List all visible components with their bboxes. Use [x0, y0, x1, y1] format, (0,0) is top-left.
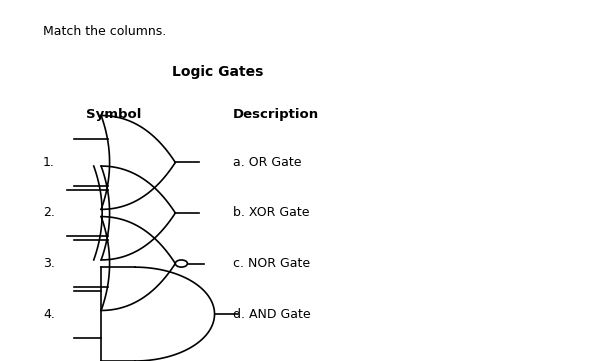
Text: 3.: 3. — [43, 257, 55, 270]
Text: Symbol: Symbol — [86, 108, 141, 121]
Text: 4.: 4. — [43, 308, 55, 321]
Circle shape — [175, 260, 188, 267]
Text: d. AND Gate: d. AND Gate — [233, 308, 311, 321]
Text: c. NOR Gate: c. NOR Gate — [233, 257, 310, 270]
Text: Logic Gates: Logic Gates — [172, 65, 263, 79]
Text: 2.: 2. — [43, 206, 55, 219]
Text: Description: Description — [233, 108, 319, 121]
Text: b. XOR Gate: b. XOR Gate — [233, 206, 310, 219]
Text: 1.: 1. — [43, 156, 55, 169]
Text: Match the columns.: Match the columns. — [43, 25, 166, 38]
Text: a. OR Gate: a. OR Gate — [233, 156, 302, 169]
